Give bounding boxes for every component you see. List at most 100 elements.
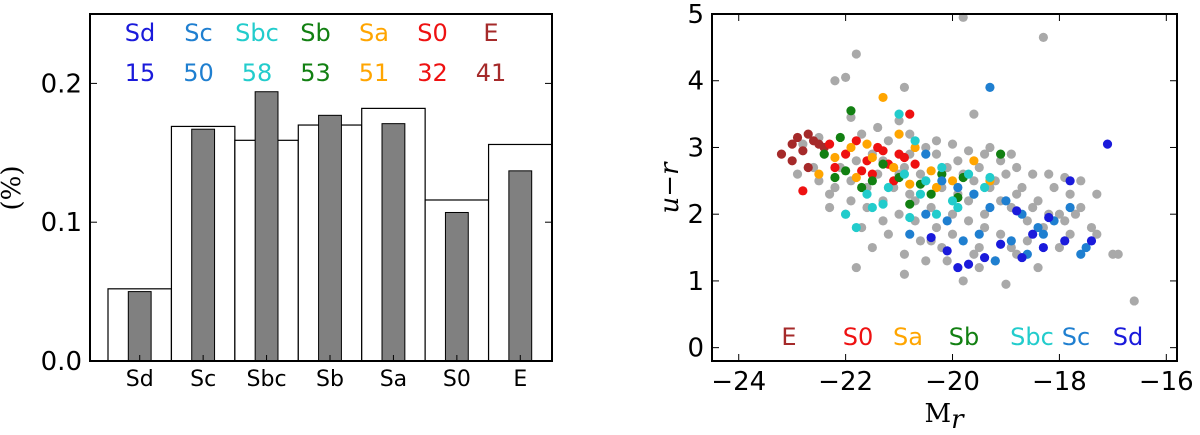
scatter-y-tick-label: 3 <box>687 133 704 163</box>
bar-y-tick-label: 0.0 <box>41 347 82 377</box>
scatter-point-Sd <box>1044 212 1054 223</box>
scatter-points-layer <box>776 12 1139 306</box>
scatter-point-all <box>974 162 984 173</box>
scatter-point-Sbc <box>905 212 915 223</box>
scatter-point-Sb <box>846 106 856 116</box>
scatter-point-Sa <box>969 156 979 166</box>
scatter-point-all <box>996 156 1006 166</box>
scatter-point-E <box>798 146 808 156</box>
scatter-point-all <box>1060 216 1070 226</box>
scatter-y-tick-label: 5 <box>687 0 704 30</box>
scatter-point-Sa <box>862 139 872 149</box>
scatter-point-all <box>979 149 990 159</box>
scatter-point-Sa <box>926 166 936 176</box>
scatter-x-tick-label: −18 <box>1032 367 1087 397</box>
scatter-point-S0 <box>830 162 840 173</box>
bar-legend-label: E <box>483 19 498 47</box>
bar-filled-Sb <box>318 114 342 362</box>
scatter-point-all <box>894 209 904 219</box>
scatter-point-all <box>1044 169 1054 179</box>
scatter-point-Sd <box>979 252 990 263</box>
scatter-point-all <box>1033 262 1043 273</box>
scatter-point-all <box>1022 236 1032 246</box>
scatter-point-S0 <box>824 139 835 149</box>
scatter-point-Sb <box>926 189 936 199</box>
scatter-point-Sb <box>867 176 877 186</box>
bar-y-axis-title: (%) <box>0 166 27 211</box>
bar-y-tick-label: 0.1 <box>41 208 82 238</box>
scatter-y-tick-label: 4 <box>687 67 704 97</box>
scatter-point-Sb <box>835 132 845 143</box>
scatter-point-E <box>776 149 787 159</box>
scatter-point-all <box>953 156 963 166</box>
scatter-point-Sbc <box>867 202 877 213</box>
scatter-point-all <box>857 129 867 139</box>
scatter-point-Sbc <box>894 109 904 119</box>
scatter-point-Sb <box>937 169 947 179</box>
scatter-point-all <box>1017 182 1027 193</box>
scatter-point-Sd <box>1028 229 1038 239</box>
bar-legend-count: 53 <box>300 59 331 87</box>
scatter-point-Sc <box>953 182 963 193</box>
scatter-point-all <box>851 49 861 59</box>
scatter-point-Sa <box>814 169 824 179</box>
scatter-point-all <box>947 229 958 239</box>
scatter-point-all <box>1001 169 1011 179</box>
bar-legend-count: 50 <box>183 59 214 87</box>
scatter-x-tick-label: −24 <box>711 367 766 397</box>
scatter-point-Sb <box>996 149 1006 159</box>
scatter-point-all <box>1129 296 1139 306</box>
bar-legend-label: Sbc <box>235 19 279 47</box>
bar-legend-count: 32 <box>417 59 448 87</box>
scatter-point-Sd <box>963 259 974 269</box>
bar-filled-E <box>508 170 533 362</box>
scatter-point-Sc <box>974 229 984 239</box>
scatter-point-Sc <box>1038 229 1048 239</box>
scatter-legend-label: E <box>781 323 796 351</box>
scatter-point-all <box>867 242 877 253</box>
scatter-point-Sd <box>1086 236 1097 246</box>
scatter-point-all <box>1006 149 1016 159</box>
scatter-point-all <box>1012 162 1022 173</box>
scatter-point-Sc <box>1033 222 1043 233</box>
scatter-point-all <box>846 112 856 123</box>
scatter-point-S0 <box>851 136 861 146</box>
bar-legend-label: Sa <box>359 19 389 47</box>
scatter-point-Sa <box>910 142 920 153</box>
scatter-legend-label: Sc <box>1062 323 1090 351</box>
scatter-point-all <box>830 76 840 86</box>
scatter-point-Sd <box>1017 252 1027 263</box>
scatter-point-all <box>921 256 931 266</box>
scatter-y-ticks: 0 1 2 3 4 5 <box>687 0 1177 364</box>
scatter-point-Sbc <box>953 202 963 213</box>
scatter-point-Sc <box>985 82 995 93</box>
scatter-point-all <box>905 189 915 199</box>
scatter-point-Sa <box>905 179 915 189</box>
scatter-point-E <box>787 139 797 149</box>
scatter-y-axis-title: u−r <box>655 161 685 214</box>
scatter-x-tick-label: −22 <box>818 367 873 397</box>
scatter-point-S0 <box>798 186 808 196</box>
scatter-point-Sd <box>1060 236 1070 246</box>
scatter-point-all <box>979 209 990 219</box>
bar-legend-count: 41 <box>476 59 507 87</box>
scatter-point-all <box>824 189 835 199</box>
bar-legend-count: 58 <box>242 59 273 87</box>
scatter-point-all <box>1028 169 1038 179</box>
scatter-point-all <box>1092 229 1102 239</box>
scatter-point-E <box>787 156 797 166</box>
scatter-x-tick-label: −20 <box>925 367 980 397</box>
bar-y-tick-label: 0.2 <box>41 69 82 99</box>
scatter-point-all <box>824 202 835 213</box>
scatter-point-all <box>1049 182 1059 193</box>
scatter-point-all <box>915 169 926 179</box>
scatter-point-Sbc <box>910 136 920 146</box>
scatter-point-Sa <box>894 129 904 139</box>
scatter-point-all <box>1086 222 1097 233</box>
bar-x-tick-label: Sc <box>190 367 216 392</box>
scatter-point-all <box>1006 242 1016 253</box>
scatter-point-all <box>846 196 856 206</box>
bar-chart-frame <box>89 13 553 362</box>
bar-x-tick-label: Sb <box>316 367 344 392</box>
scatter-point-Sb <box>841 166 851 176</box>
